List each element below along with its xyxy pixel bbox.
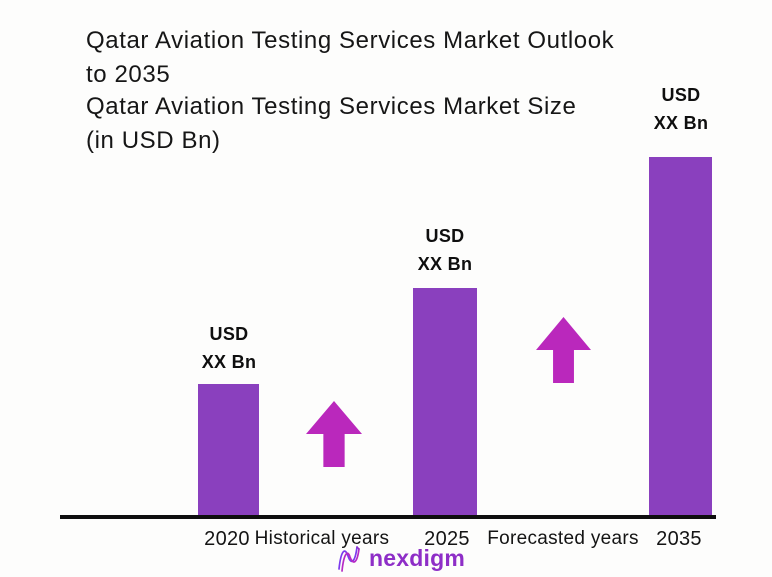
x-label-historical-years: Historical years — [254, 528, 390, 549]
x-axis-line — [60, 515, 716, 519]
chart-subtitle-line2: (in USD Bn) — [86, 127, 221, 154]
bar-2035 — [649, 157, 712, 516]
bar-value-2035-currency: USD — [661, 85, 701, 105]
brand-footer: nexdigm — [335, 543, 465, 573]
x-label-forecasted-years: Forecasted years — [487, 528, 639, 549]
chart-subtitle-line1: Qatar Aviation Testing Services Market S… — [86, 93, 577, 120]
chart-title-line1: Qatar Aviation Testing Services Market O… — [86, 27, 615, 54]
brand-name: nexdigm — [369, 545, 465, 571]
growth-arrow-icon-2 — [536, 317, 591, 383]
bar-value-2025-currency: USD — [425, 226, 465, 246]
bar-value-2035-amount: XX Bn — [653, 113, 709, 133]
x-label-2020: 2020 — [204, 528, 250, 550]
chart-title-line2: to 2035 — [86, 61, 171, 88]
chart-title: Qatar Aviation Testing Services Market O… — [86, 24, 614, 92]
bar-value-2020-currency: USD — [209, 324, 249, 344]
bar-2025 — [413, 288, 477, 516]
bar-value-2025-amount: XX Bn — [417, 254, 473, 274]
bar-value-2020-amount: XX Bn — [201, 352, 257, 372]
bar-value-label-2035: USD XX Bn — [626, 81, 736, 137]
growth-arrow-icon-1 — [306, 401, 362, 467]
x-label-2035: 2035 — [656, 528, 702, 550]
x-label-2025: 2025 — [424, 528, 470, 550]
bar-value-label-2020: USD XX Bn — [174, 320, 284, 376]
bar-2020 — [198, 384, 259, 516]
nexdigm-logo-icon — [338, 546, 360, 572]
chart-subtitle: Qatar Aviation Testing Services Market S… — [86, 90, 576, 158]
bar-value-label-2025: USD XX Bn — [390, 222, 500, 278]
